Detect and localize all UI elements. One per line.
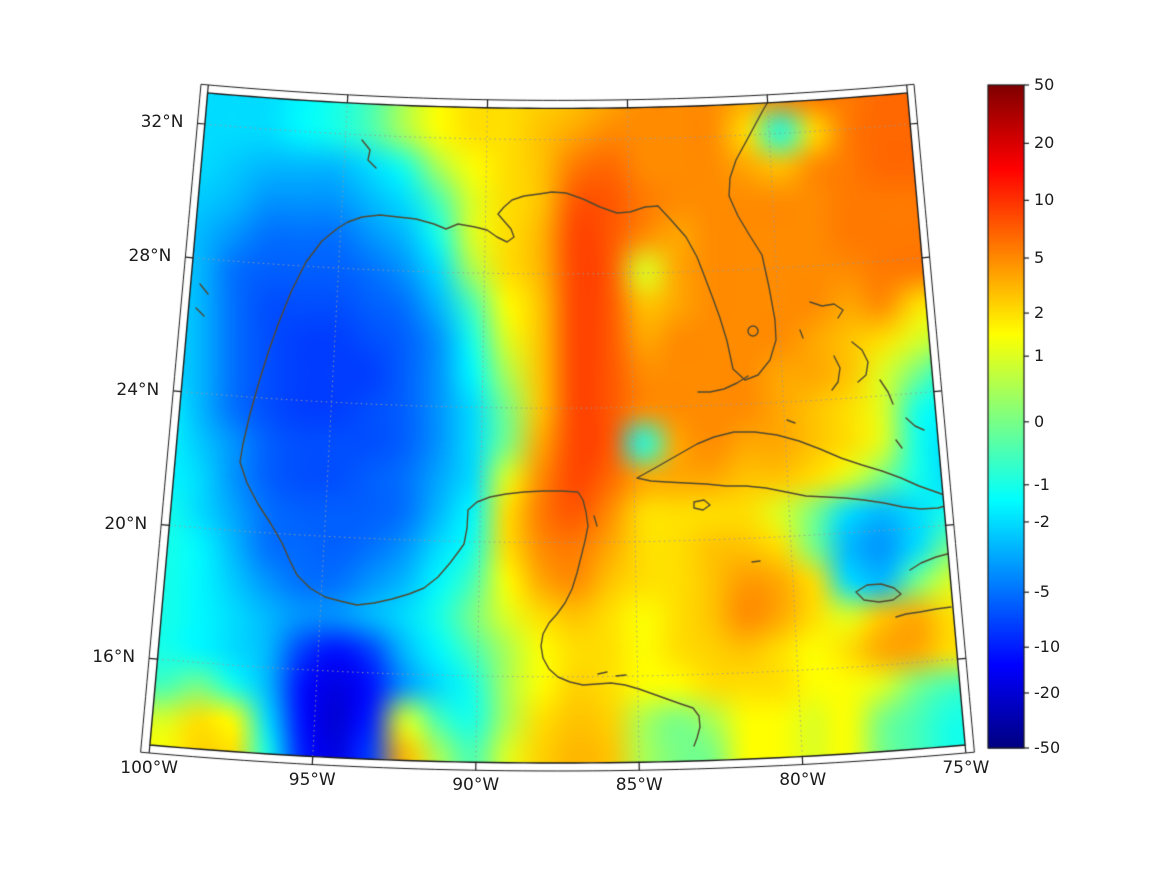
figure: 32°N 28°N 24°N 20°N 16°N 100°W 95°W 90°W 85°W 80°… xyxy=(0,0,1167,875)
map-plot-canvas xyxy=(0,0,1167,875)
